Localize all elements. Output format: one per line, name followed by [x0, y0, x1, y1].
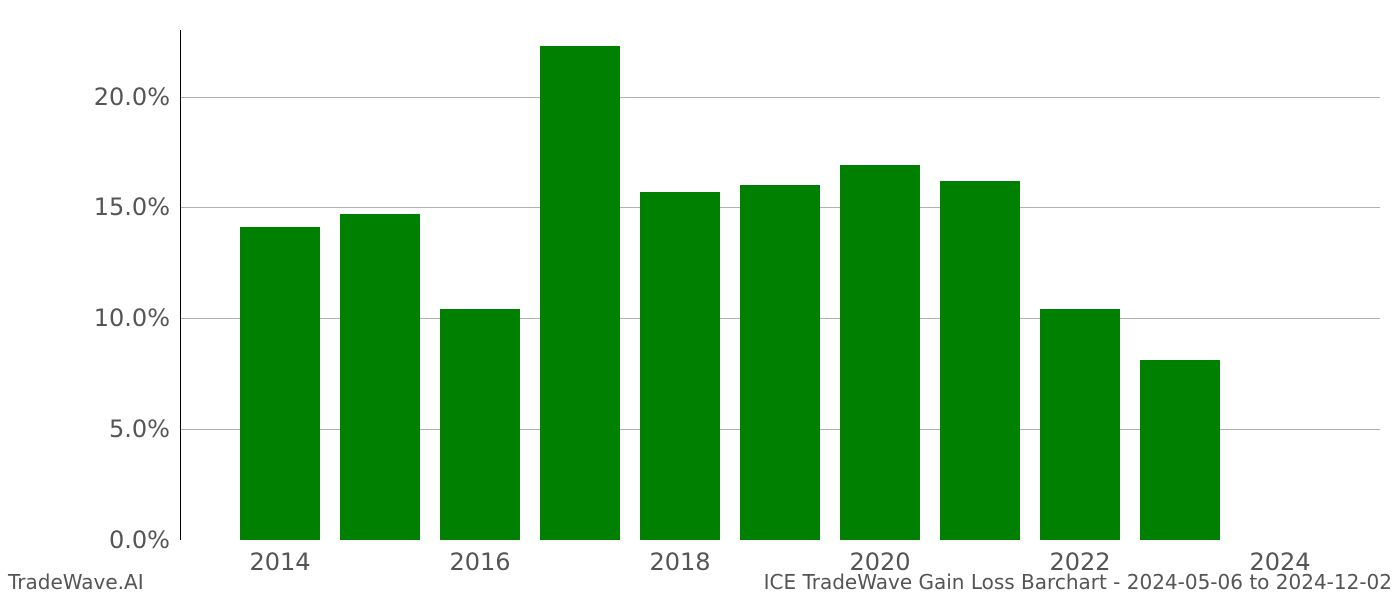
bar	[1140, 360, 1220, 540]
bar	[940, 181, 1020, 540]
x-tick-label: 2014	[249, 548, 310, 576]
bar	[440, 309, 520, 540]
x-tick-label: 2018	[649, 548, 710, 576]
x-tick-label: 2020	[849, 548, 910, 576]
x-tick-label: 2022	[1049, 548, 1110, 576]
bar	[640, 192, 720, 540]
y-axis-line	[180, 30, 181, 540]
y-tick-label: 5.0%	[109, 415, 170, 443]
bar	[1040, 309, 1120, 540]
footer-left-label: TradeWave.AI	[8, 570, 144, 594]
y-tick-label: 0.0%	[109, 526, 170, 554]
bar	[540, 46, 620, 540]
gridline	[180, 97, 1380, 98]
bar	[240, 227, 320, 540]
y-tick-label: 15.0%	[94, 193, 170, 221]
plot-area	[180, 30, 1380, 540]
bar	[740, 185, 820, 540]
bar	[840, 165, 920, 540]
chart-container: TradeWave.AI ICE TradeWave Gain Loss Bar…	[0, 0, 1400, 600]
bar	[340, 214, 420, 540]
y-tick-label: 20.0%	[94, 83, 170, 111]
x-tick-label: 2024	[1249, 548, 1310, 576]
x-tick-label: 2016	[449, 548, 510, 576]
y-tick-label: 10.0%	[94, 304, 170, 332]
